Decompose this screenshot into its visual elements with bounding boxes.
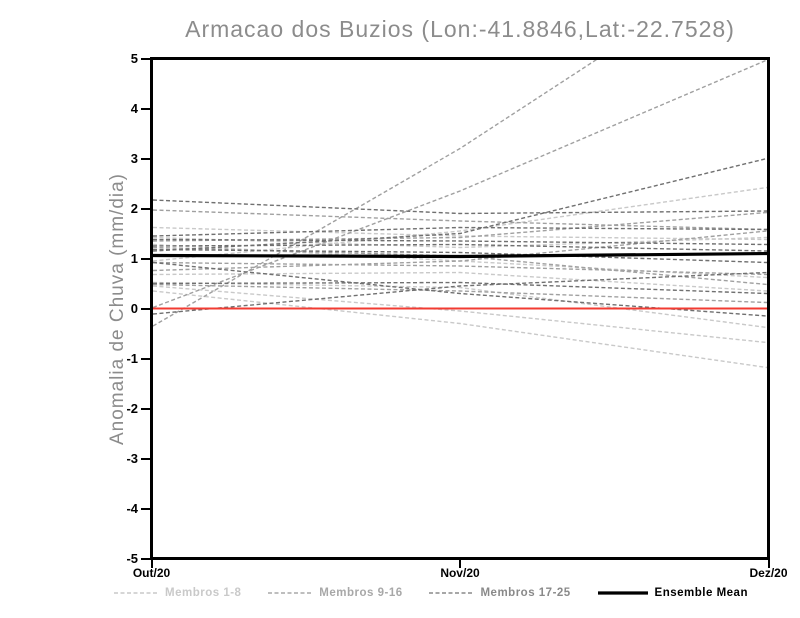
ensemble-member-line	[153, 186, 767, 262]
ensemble-member-line	[153, 238, 767, 246]
y-tick-label: 1	[130, 250, 138, 266]
legend-dashed-line-icon	[268, 592, 313, 594]
ensemble-member-line	[153, 271, 767, 292]
legend-item: Membros 17-25	[429, 587, 570, 599]
plot-area	[150, 57, 770, 560]
ensemble-member-line	[153, 199, 767, 215]
legend-item: Membros 1-8	[114, 587, 241, 599]
ensemble-member-line	[153, 209, 767, 231]
y-axis-tick	[141, 57, 150, 60]
y-axis-tick	[141, 207, 150, 210]
legend-item: Ensemble Mean	[597, 587, 748, 599]
ensemble-member-line	[153, 230, 767, 272]
y-axis-tick	[141, 107, 150, 110]
ensemble-member-line	[153, 271, 767, 315]
ensemble-member-line	[153, 261, 767, 276]
legend: Membros 1-8 Membros 9-16 Membros 17-25 Ense…	[114, 585, 748, 601]
y-tick-label: 3	[130, 150, 138, 166]
y-tick-label: 4	[130, 100, 138, 116]
legend-solid-line-icon	[597, 591, 648, 595]
ensemble-member-line	[153, 243, 767, 252]
ensemble-member-line	[153, 248, 767, 264]
y-tick-label: -2	[126, 400, 138, 416]
y-axis-tick	[141, 157, 150, 160]
ensemble-member-line	[153, 281, 767, 329]
y-axis-tick	[141, 457, 150, 460]
y-axis-tick	[141, 307, 150, 310]
y-axis-tick	[141, 507, 150, 510]
x-tick-label: Nov/20	[440, 566, 480, 580]
legend-dashed-line-icon	[429, 592, 474, 594]
ensemble-member-line	[153, 211, 767, 242]
legend-label: Membros 17-25	[480, 587, 571, 599]
ensemble-member-line	[153, 283, 767, 304]
ensemble-member-line	[153, 285, 767, 344]
ensemble-member-line	[153, 60, 767, 309]
x-axis-tick	[459, 560, 461, 568]
ensemble-member-line	[153, 60, 598, 327]
ensemble-member-line	[153, 281, 767, 295]
y-tick-label: -3	[126, 450, 138, 466]
x-tick-label: Dez/20	[749, 566, 788, 580]
legend-label: Membros 9-16	[319, 587, 403, 599]
chart-frame	[150, 57, 770, 560]
ensemble-member-line	[153, 226, 767, 237]
legend-dashed-line-icon	[114, 592, 158, 594]
legend-label: Ensemble Mean	[654, 587, 748, 599]
x-axis-tick	[767, 560, 770, 568]
ensemble-member-line	[153, 290, 767, 369]
ensemble-member-line	[153, 226, 767, 241]
y-axis-tick	[141, 357, 150, 360]
y-axis-tick	[141, 407, 150, 410]
y-tick-label: 5	[130, 50, 138, 66]
chart-title: Armacao dos Buzios (Lon:-41.8846,Lat:-22…	[185, 16, 735, 42]
x-axis-tick	[150, 560, 153, 568]
y-axis-tick	[141, 557, 150, 560]
y-axis-tick	[141, 257, 150, 260]
legend-label: Membros 1-8	[165, 587, 242, 599]
y-tick-label: 0	[130, 300, 138, 316]
ensemble-mean-line	[153, 251, 767, 259]
ensemble-member-line	[153, 236, 767, 249]
y-tick-label: 2	[130, 200, 138, 216]
y-tick-label: -1	[126, 350, 138, 366]
y-tick-label: -5	[126, 550, 138, 566]
x-tick-label: Out/20	[132, 566, 171, 580]
ensemble-member-line	[153, 157, 767, 252]
y-tick-label: -4	[126, 500, 138, 516]
legend-item: Membros 9-16	[268, 587, 402, 599]
